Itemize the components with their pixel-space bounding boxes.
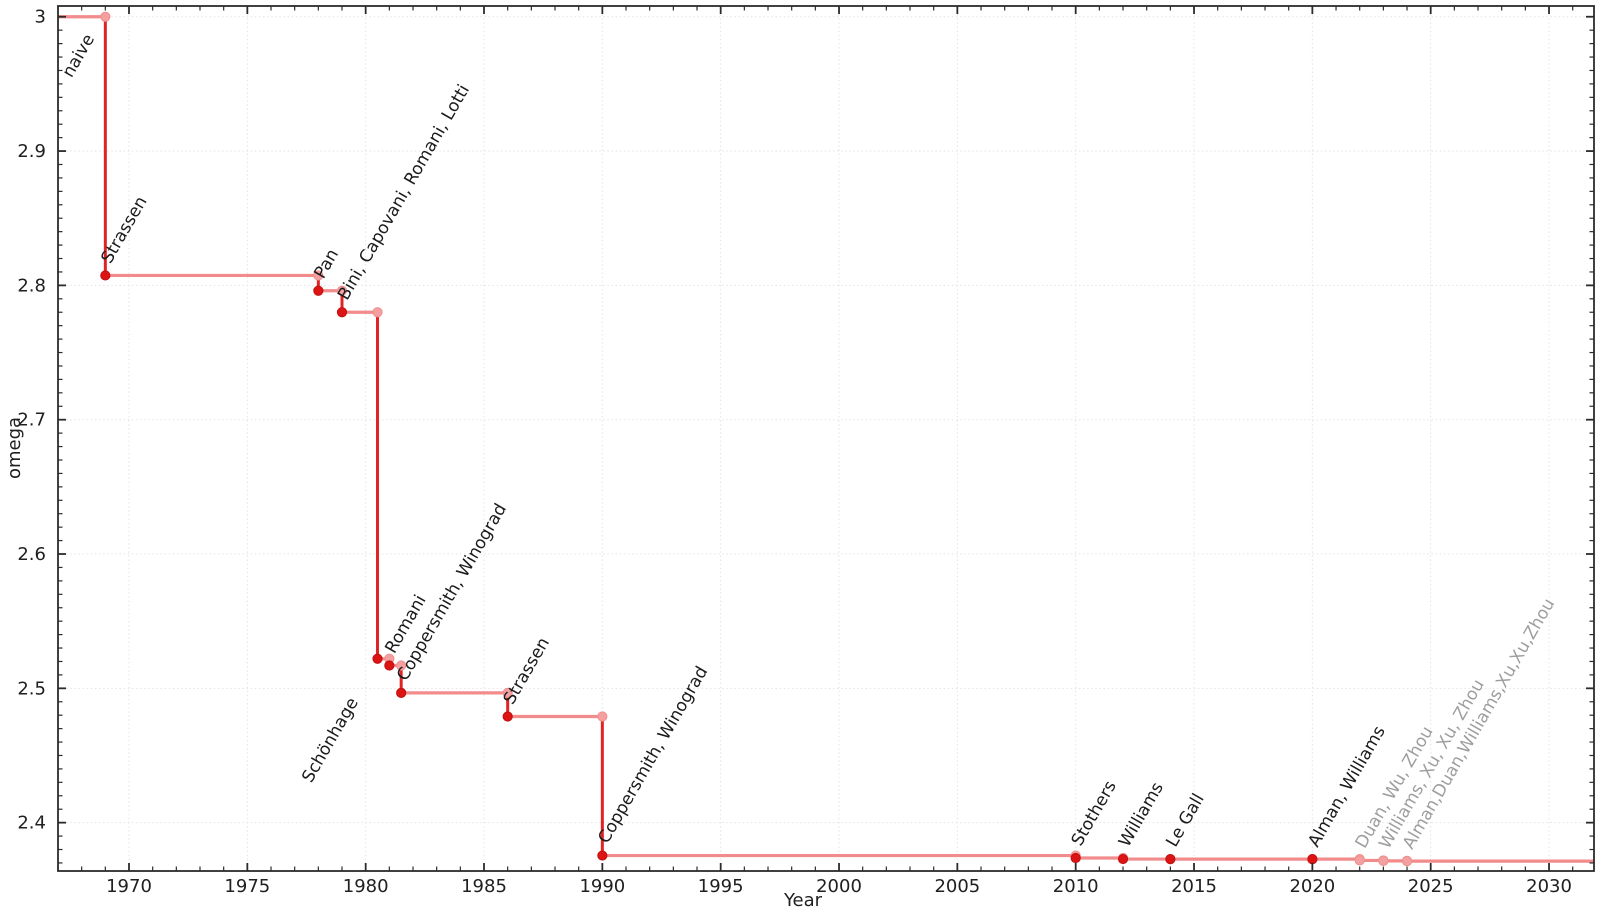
data-point-marker xyxy=(396,687,407,698)
data-point-marker xyxy=(100,270,111,281)
y-tick-label: 2.7 xyxy=(17,410,46,431)
x-tick-label: 2020 xyxy=(1289,876,1335,897)
plot-border xyxy=(57,5,1595,872)
data-point-marker xyxy=(1378,855,1389,866)
data-point-marker xyxy=(313,285,324,296)
tick-label-layer: 1970 1975 1980 1985 1990 1995 2000 2005 2010 2015… xyxy=(17,7,1572,897)
step-corner-marker xyxy=(396,660,407,671)
x-tick-label: 2015 xyxy=(1171,876,1217,897)
data-point-marker xyxy=(336,307,348,318)
step-corner-marker xyxy=(597,711,608,722)
data-point-marker xyxy=(1401,856,1413,867)
step-corner-marker xyxy=(100,11,111,22)
data-point-marker xyxy=(1070,852,1081,864)
x-tick-label: 2025 xyxy=(1408,876,1454,897)
data-point-marker xyxy=(1354,855,1365,866)
step-corner-marker xyxy=(502,687,513,698)
data-point-marker xyxy=(1117,853,1129,865)
y-axis-title: omega xyxy=(4,417,25,479)
y-tick-label: 2.6 xyxy=(17,544,46,565)
x-tick-label: 1995 xyxy=(698,876,744,897)
step-corner-marker xyxy=(336,285,348,296)
data-point-marker xyxy=(597,850,608,861)
x-tick-label: 2000 xyxy=(816,876,862,897)
x-tick-label: 1970 xyxy=(106,876,152,897)
data-point-marker xyxy=(384,660,395,671)
y-tick-label: 3 xyxy=(35,7,46,28)
y-tick-label: 2.9 xyxy=(17,141,46,162)
step-horizontal-segments xyxy=(58,15,1594,863)
y-tick-label: 2.8 xyxy=(17,275,46,296)
data-point-marker xyxy=(502,711,513,722)
x-axis-title: Year xyxy=(783,890,823,911)
data-point-marker xyxy=(372,653,383,664)
step-corner-marker xyxy=(372,307,383,318)
data-point-marker xyxy=(1165,853,1176,865)
x-tick-label: 2030 xyxy=(1526,876,1572,897)
data-point-marker xyxy=(1307,854,1318,865)
tick-layer xyxy=(57,6,1594,871)
x-tick-label: 1980 xyxy=(343,876,389,897)
x-tick-label: 1990 xyxy=(579,876,625,897)
y-tick-label: 2.4 xyxy=(17,813,46,834)
y-tick-label: 2.5 xyxy=(17,678,46,699)
x-tick-label: 2010 xyxy=(1053,876,1099,897)
data-point-markers xyxy=(100,270,1413,867)
x-tick-label: 1985 xyxy=(461,876,507,897)
x-tick-label: 2005 xyxy=(934,876,980,897)
grid-layer xyxy=(58,6,1594,871)
step-corner-marker xyxy=(313,270,324,281)
x-tick-label: 1975 xyxy=(224,876,270,897)
